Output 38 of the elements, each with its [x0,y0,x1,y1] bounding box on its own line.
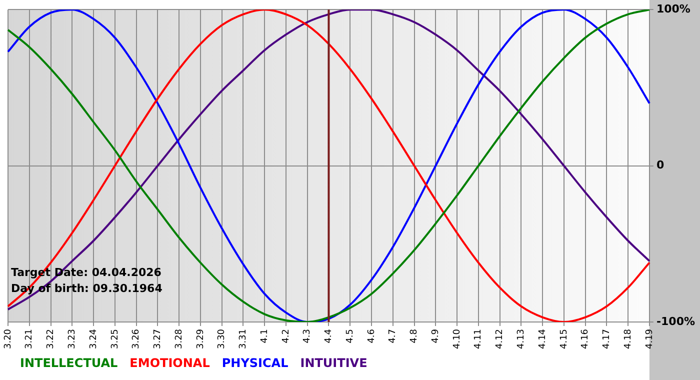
x-tick-label: 4.9 [430,328,441,344]
text: EMOTIONAL [130,356,210,370]
x-tick-label: 3.22 [46,328,56,350]
x-tick-label: 3.21 [24,328,35,350]
x-tick-label: 3.29 [196,328,206,350]
x-tick-label: 3.28 [174,328,184,350]
y-tick-label: -100% [656,314,696,328]
x-tick-label: 3.24 [88,328,99,350]
x-tick-label: 4.10 [452,328,462,350]
x-tick-label: 3.23 [67,328,78,350]
x-tick-label: 3.30 [217,328,228,350]
y-tick-label: 0 [656,158,664,172]
x-tick-label: 4.3 [302,328,313,344]
text: INTUITIVE [300,356,368,370]
x-tick-label: 4.13 [516,328,527,350]
x-tick-label: 3.27 [153,328,164,350]
x-tick-label: 4.14 [538,328,548,350]
x-tick-label: 4.12 [495,328,506,350]
x-tick-label: 4.1 [260,328,270,344]
x-tick-label: 4.8 [410,328,420,344]
x-tick-label: 4.16 [580,328,591,350]
text: INTELLECTUAL [20,356,118,370]
y-tick-label: 100% [656,2,690,16]
x-tick-label: 4.5 [345,328,356,344]
x-tick-label: 4.2 [281,328,292,344]
x-tick-label: 4.17 [602,328,612,350]
x-tick-label: 4.4 [324,328,334,344]
x-tick-label: 3.25 [110,328,120,350]
x-tick-label: 3.20 [3,328,14,350]
x-tick-label: 4.6 [366,328,377,344]
x-tick-label: 3.31 [238,328,249,350]
x-tick-label: 4.7 [388,328,398,344]
x-tick-label: 4.19 [644,328,655,350]
text: PHYSICAL [222,356,289,370]
x-tick-label: 3.26 [132,328,142,350]
x-tick-label: 4.11 [474,328,484,350]
x-tick-label: 4.15 [559,328,570,350]
x-tick-label: 4.18 [623,328,634,350]
